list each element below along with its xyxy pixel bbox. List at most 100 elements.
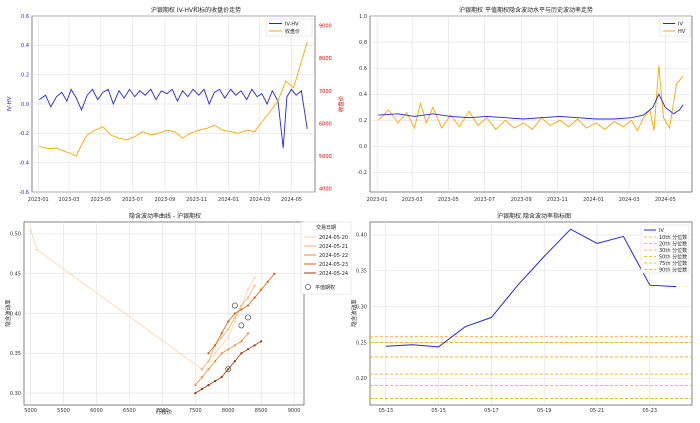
x-tick-label: 2024-01: [583, 197, 604, 203]
smile-point: [194, 391, 197, 395]
smile-point: [260, 288, 263, 291]
y-tick-label: 0.50: [10, 232, 21, 238]
x-tick-label: 05-13: [379, 408, 394, 414]
x-tick-label: 2024-03: [619, 197, 640, 203]
legend-label-percentile: 20th 分位数: [659, 240, 687, 247]
x-tick-label: 2023-07: [122, 197, 143, 203]
smile-point: [207, 384, 210, 387]
x-tick-label: 2023-03: [59, 197, 80, 203]
smile-point: [194, 384, 197, 387]
y-tick-label: 0.0: [359, 144, 367, 150]
smile-point: [36, 248, 39, 251]
legend-swatch-atm: [305, 284, 311, 290]
atm-marker: [231, 302, 238, 309]
x-tick-label: 9000: [288, 408, 301, 414]
y-tick-label: 0.40: [10, 311, 21, 317]
smile-point: [246, 296, 250, 299]
smile-point: [253, 344, 256, 347]
panel3-xlabel: 行权价: [156, 408, 173, 416]
smile-point: [246, 304, 250, 307]
x-tick-label: 05-23: [643, 408, 658, 414]
smile-point: [246, 288, 250, 291]
legend-label-percentile: 75th 分位数: [659, 260, 687, 267]
y2-tick-label: 5000: [319, 154, 332, 160]
smile-point: [246, 348, 250, 351]
atm-marker: [225, 366, 232, 373]
y-tick-label: 0.2: [359, 118, 367, 124]
series-line-iv: [378, 93, 684, 120]
smile-point: [200, 368, 203, 371]
panel1-title: 沪银期权 IV-HV和标的收盘价走势: [151, 6, 241, 14]
x-tick-label: 05-17: [484, 408, 499, 414]
y-tick-label: 0.20: [356, 376, 367, 382]
smile-point: [200, 376, 203, 379]
y-tick-label: 0.6: [21, 14, 29, 20]
panel4-ylabel: 隐含波动率: [350, 299, 358, 327]
y-tick-label: -0.2: [357, 170, 367, 176]
smile-point: [227, 328, 230, 331]
y-tick-label: -0.4: [19, 160, 29, 166]
smile-point: [253, 284, 256, 287]
y-tick-label: -0.2: [19, 131, 29, 137]
x-tick-label: 2023-03: [402, 197, 423, 203]
y2-tick-label: 6000: [319, 121, 332, 127]
panel3-ylabel: 隐含波动率: [4, 299, 12, 327]
smile-point: [207, 360, 210, 363]
legend-label-iv: IV: [678, 22, 683, 28]
smile-point: [227, 368, 230, 371]
x-tick-label: 2024-05: [281, 197, 302, 203]
y-tick-label: 0.2: [21, 72, 29, 78]
x-tick-label: 2023-09: [511, 197, 532, 203]
x-tick-label: 2023-01: [28, 197, 49, 203]
panel2-plot-area: [369, 15, 693, 193]
legend-label-atm: 平值期权: [315, 284, 335, 291]
legend-label-percentile: 30th 分位数: [659, 247, 687, 254]
x-tick-label: 8000: [222, 408, 235, 414]
y-tick-label: 0.40: [356, 233, 367, 239]
smile-point: [253, 296, 256, 299]
x-tick-label: 2023-05: [90, 197, 111, 203]
smile-point: [220, 352, 223, 355]
x-tick-label: 8500: [255, 408, 268, 414]
y2-tick-label: 7000: [319, 89, 332, 95]
panel1-y2label: 收盘价: [337, 95, 345, 112]
y-tick-label: 0.0: [21, 102, 29, 108]
legend-label-2024-05-21: 2024-05-21: [319, 244, 348, 250]
x-tick-label: 7000: [156, 408, 169, 414]
smile-point: [240, 352, 243, 355]
x-tick-label: 5500: [57, 408, 70, 414]
smile-point: [233, 360, 236, 363]
y-tick-label: 0.25: [356, 340, 367, 346]
x-tick-label: 2023-01: [367, 197, 388, 203]
legend-label-2024-05-23: 2024-05-23: [319, 262, 348, 268]
panel2-title: 沪银期权 平值期权隐含波动水平与历史波动率走势: [459, 6, 593, 14]
x-tick-label: 2023-11: [186, 197, 207, 203]
panel-iv-hv-levels: 沪银期权 平值期权隐含波动水平与历史波动率走势 -0.2 0.0 0.2 0.4 0.6…: [357, 6, 693, 203]
y-tick-label: 0.45: [10, 272, 21, 278]
legend-label-hv: HV: [678, 29, 686, 35]
x-tick-label: 6500: [123, 408, 136, 414]
y-tick-label: 0.35: [356, 269, 367, 275]
panel3-title: 隐含波动率曲线 - 沪银期权: [129, 212, 201, 220]
smile-point: [227, 320, 230, 323]
x-tick-label: 7500: [189, 408, 202, 414]
smile-point: [200, 387, 203, 391]
y2-tick-label: 8000: [319, 56, 332, 62]
smile-line-2024-05-20: [30, 229, 255, 370]
smile-point: [213, 352, 217, 355]
panel3-legend: 交易日期 2024-05-20 2024-05-21 2024-05-22 2024-…: [300, 221, 352, 295]
panel-iv-hv-price: 沪银期权 IV-HV和标的收盘价走势 -0.6 -0.4 -0.2 0.0 0.2 0.4…: [7, 6, 345, 203]
smile-point: [207, 352, 210, 355]
legend-label-percentile: 90th 分位数: [659, 266, 687, 273]
x-tick-label: 6000: [90, 408, 103, 414]
series-line-iv-indicator: [385, 228, 677, 348]
smile-point: [233, 316, 236, 319]
y-tick-label: 0.30: [10, 391, 21, 397]
smile-point: [233, 320, 236, 323]
x-tick-label: 2024-05: [655, 197, 676, 203]
legend-label-percentile: 50th 分位数: [659, 253, 687, 260]
smile-point: [240, 304, 243, 307]
smile-point: [240, 340, 243, 343]
y-tick-label: 0.4: [21, 43, 29, 49]
